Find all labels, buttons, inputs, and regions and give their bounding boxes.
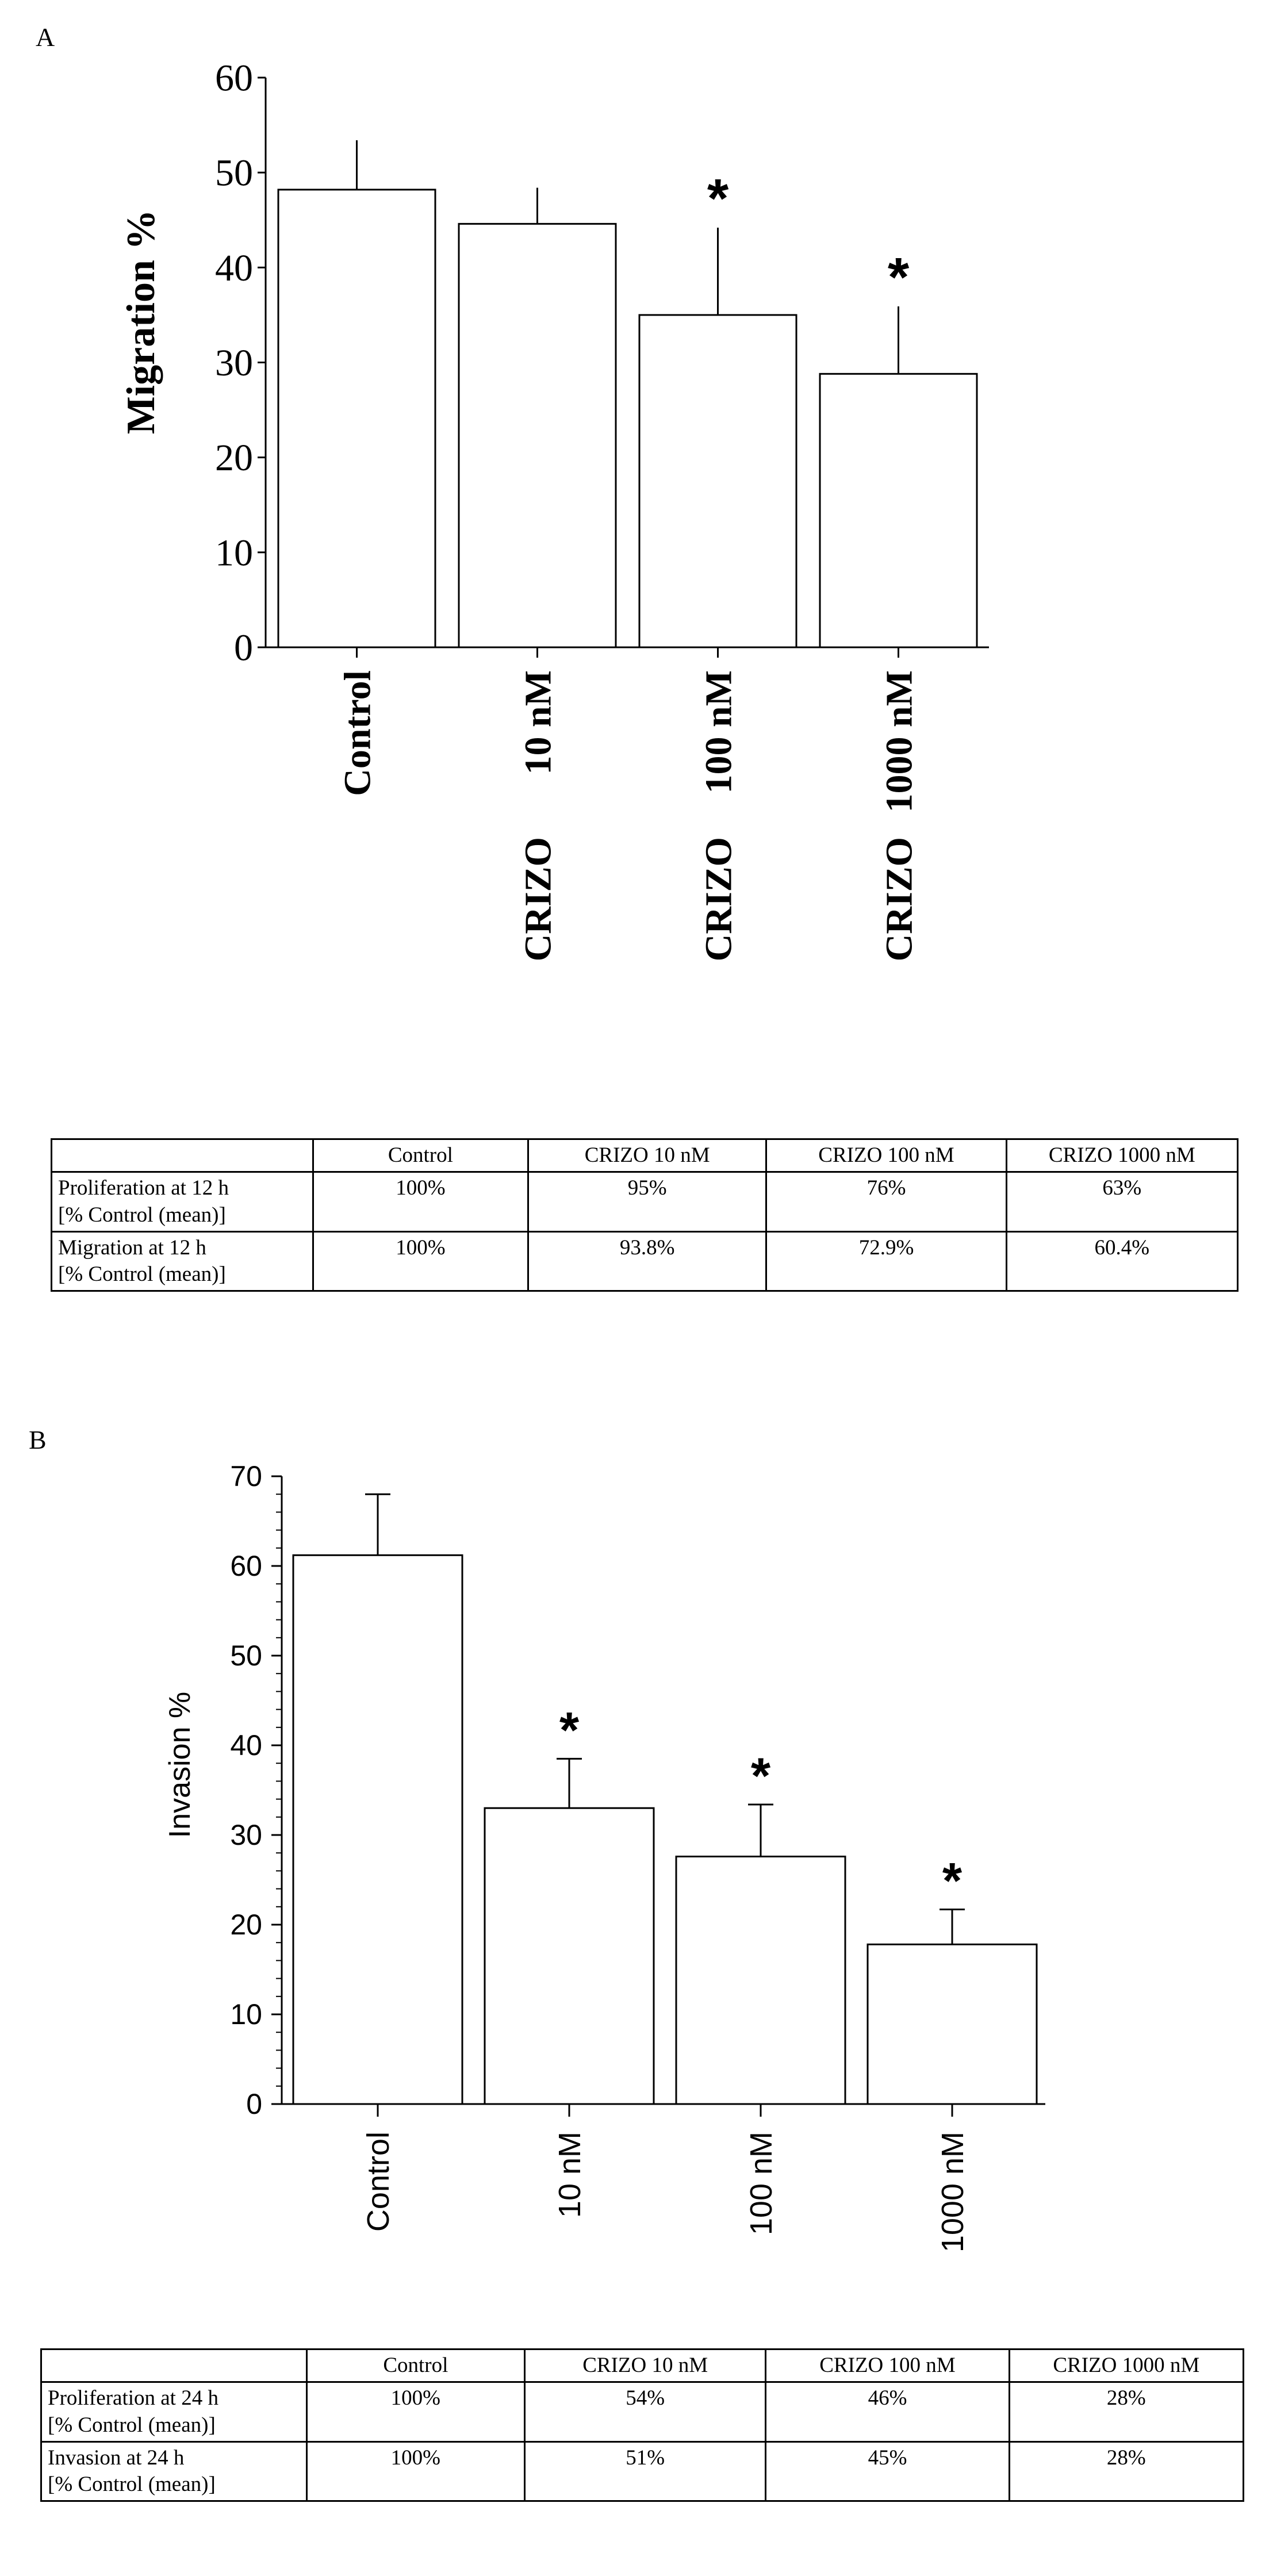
- table-a-row-label: Migration at 12 h [% Control (mean)]: [51, 1230, 314, 1292]
- table-a-row-label-line1: Proliferation at 12 h: [58, 1176, 229, 1200]
- table-b-row-label-line1: Invasion at 24 h: [48, 2446, 185, 2470]
- table-b-header-1000nm: CRIZO 1000 nM: [1008, 2348, 1245, 2383]
- table-a-cell: 95%: [527, 1171, 768, 1233]
- table-b-row-proliferation: Proliferation at 24 h [% Control (mean)]…: [40, 2381, 1245, 2443]
- chart-a-bar: [277, 189, 436, 648]
- chart-b-ylabel: Invasion %: [163, 1692, 197, 1838]
- table-a-header-100nm: CRIZO 100 nM: [765, 1138, 1007, 1173]
- chart-b-y-tick-label: 50: [230, 1640, 262, 1672]
- table-a-row-label-line2: [% Control (mean)]: [58, 1203, 226, 1227]
- chart-b-x-label-dose: 100 nM: [744, 2132, 779, 2235]
- chart-b-bar: [675, 1855, 846, 2105]
- table-b-header-control: Control: [305, 2348, 526, 2383]
- table-b-cell: 28%: [1008, 2381, 1245, 2443]
- table-a: Control CRIZO 10 nM CRIZO 100 nM CRIZO 1…: [51, 1138, 1239, 1292]
- chart-a-y-tick-label: 30: [215, 342, 253, 384]
- table-b-row-label: Proliferation at 24 h [% Control (mean)]: [40, 2381, 308, 2443]
- table-b: Control CRIZO 10 nM CRIZO 100 nM CRIZO 1…: [40, 2348, 1245, 2502]
- chart-a-y-tick-label: 0: [234, 627, 253, 669]
- table-b-cell: 100%: [305, 2381, 526, 2443]
- chart-a-y-tick-label: 60: [215, 57, 253, 99]
- table-a-cell: 60.4%: [1005, 1230, 1239, 1292]
- chart-b-y-tick-label: 10: [230, 1998, 262, 2030]
- table-a-row-label: Proliferation at 12 h [% Control (mean)]: [51, 1171, 314, 1233]
- table-b-row-label-line2: [% Control (mean)]: [48, 2473, 216, 2496]
- table-a-header-control: Control: [312, 1138, 530, 1173]
- chart-a-x-label-dose: 100 nM: [698, 670, 740, 794]
- table-b-header-row: Control CRIZO 10 nM CRIZO 100 nM CRIZO 1…: [40, 2348, 1245, 2383]
- table-a-header-1000nm: CRIZO 1000 nM: [1005, 1138, 1239, 1173]
- chart-b-y-tick-label: 0: [246, 2088, 262, 2120]
- table-b-header-10nm: CRIZO 10 nM: [524, 2348, 767, 2383]
- table-b-row-invasion: Invasion at 24 h [% Control (mean)] 100%…: [40, 2440, 1245, 2502]
- table-a-cell: 76%: [765, 1171, 1007, 1233]
- chart-b-x-label-dose: Control: [361, 2132, 396, 2232]
- chart-b-significance-mark: *: [942, 1852, 963, 1909]
- chart-a-significance-mark: *: [888, 247, 910, 308]
- table-b-cell: 45%: [765, 2440, 1010, 2502]
- chart-b-x-label-dose: 1000 nM: [935, 2132, 970, 2252]
- chart-a-x-label-treatment: CRIZO: [517, 837, 559, 961]
- table-a-header-corner: [51, 1138, 314, 1173]
- chart-a-x-label-dose: Control: [337, 670, 379, 796]
- table-a-row-proliferation: Proliferation at 12 h [% Control (mean)]…: [51, 1171, 1239, 1233]
- table-b-cell: 51%: [524, 2440, 767, 2502]
- chart-a-x-label-dose: 10 nM: [517, 670, 559, 775]
- table-b-cell: 100%: [305, 2440, 526, 2502]
- chart-a-bar: [458, 222, 617, 648]
- chart-a-x-label-treatment: CRIZO: [698, 837, 740, 961]
- chart-b-significance-mark: *: [559, 1701, 580, 1758]
- table-b-row-label: Invasion at 24 h [% Control (mean)]: [40, 2440, 308, 2502]
- chart-b-y-tick-label: 30: [230, 1819, 262, 1851]
- chart-a-y-tick-label: 20: [215, 437, 253, 479]
- chart-b-x-label-dose: 10 nM: [553, 2132, 587, 2218]
- table-b-row-label-line1: Proliferation at 24 h: [48, 2386, 218, 2410]
- table-a-cell: 72.9%: [765, 1230, 1007, 1292]
- chart-a-significance-mark: *: [707, 168, 729, 229]
- table-a-cell: 100%: [312, 1171, 530, 1233]
- panel-b-letter: B: [29, 1425, 47, 1454]
- chart-a-y-tick-label: 40: [215, 247, 253, 289]
- chart-b-y-tick-label: 40: [230, 1729, 262, 1761]
- chart-b-y-tick-label: 60: [230, 1550, 262, 1582]
- chart-b-significance-mark: *: [751, 1747, 771, 1804]
- table-a-header-10nm: CRIZO 10 nM: [527, 1138, 768, 1173]
- chart-a-bar: [638, 314, 797, 648]
- table-a-row-migration: Migration at 12 h [% Control (mean)] 100…: [51, 1230, 1239, 1292]
- chart-a-ylabel: Migration %: [119, 210, 163, 435]
- table-a-cell: 100%: [312, 1230, 530, 1292]
- table-a-row-label-line1: Migration at 12 h: [58, 1235, 206, 1260]
- panel-a-letter: A: [36, 22, 55, 52]
- table-b-cell: 28%: [1008, 2440, 1245, 2502]
- chart-b-y-tick-label: 70: [230, 1460, 262, 1492]
- table-b-row-label-line2: [% Control (mean)]: [48, 2413, 216, 2437]
- table-b-header-corner: [40, 2348, 308, 2383]
- chart-b-y-tick-label: 20: [230, 1909, 262, 1941]
- chart-b-bar: [292, 1554, 463, 2105]
- chart-b-bar: [866, 1943, 1038, 2105]
- chart-a-x-label-dose: 1000 nM: [879, 670, 921, 813]
- chart-a: Migration % 0 10 20 30 40 50 60 Control 10 nM CRI…: [119, 57, 989, 961]
- chart-a-x-label-treatment: CRIZO: [879, 837, 921, 961]
- chart-a-bar: [819, 373, 978, 648]
- table-b-header-100nm: CRIZO 100 nM: [765, 2348, 1010, 2383]
- chart-a-y-tick-label: 50: [215, 152, 253, 194]
- table-a-header-row: Control CRIZO 10 nM CRIZO 100 nM CRIZO 1…: [51, 1138, 1239, 1173]
- chart-a-y-tick-label: 10: [215, 532, 253, 574]
- table-a-cell: 63%: [1005, 1171, 1239, 1233]
- table-b-cell: 54%: [524, 2381, 767, 2443]
- table-a-cell: 93.8%: [527, 1230, 768, 1292]
- chart-b-bar: [484, 1807, 655, 2105]
- table-b-cell: 46%: [765, 2381, 1010, 2443]
- table-a-row-label-line2: [% Control (mean)]: [58, 1262, 226, 1286]
